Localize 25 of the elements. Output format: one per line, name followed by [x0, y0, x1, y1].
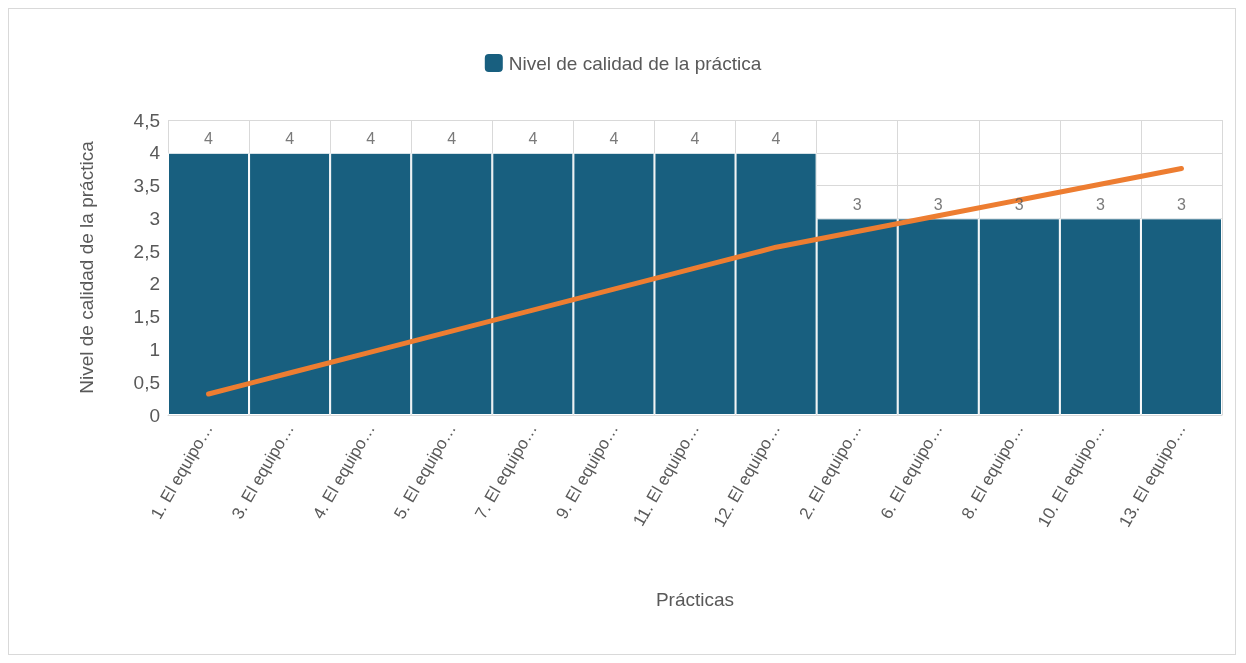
- data-label: 4: [771, 130, 781, 148]
- y-tick-label: 1: [149, 338, 160, 360]
- data-label: 4: [528, 130, 538, 148]
- data-label: 3: [933, 195, 943, 213]
- data-label: 4: [204, 130, 214, 148]
- data-label: 3: [1177, 195, 1187, 213]
- y-tick-label: 2,5: [133, 240, 160, 262]
- data-label: 4: [447, 130, 457, 148]
- data-label: 3: [852, 195, 862, 213]
- y-axis-title: Nivel de calidad de la práctica: [75, 140, 97, 394]
- data-label: 4: [609, 130, 619, 148]
- y-tick-label: 3,5: [133, 175, 160, 197]
- y-tick-label: 3: [149, 207, 160, 229]
- y-tick-label: 4,5: [133, 109, 160, 131]
- data-label: 4: [690, 130, 700, 148]
- legend-label: Nivel de calidad de la práctica: [508, 52, 762, 74]
- y-tick-label: 0: [149, 404, 160, 426]
- y-tick-label: 1,5: [133, 306, 160, 328]
- data-label: 3: [1095, 195, 1105, 213]
- y-tick-label: 0,5: [133, 371, 160, 393]
- x-axis-title: Prácticas: [655, 589, 735, 610]
- data-label: 4: [285, 130, 295, 148]
- y-tick-label: 2: [149, 273, 160, 295]
- data-label: 4: [366, 130, 376, 148]
- y-tick-label: 4: [149, 142, 161, 164]
